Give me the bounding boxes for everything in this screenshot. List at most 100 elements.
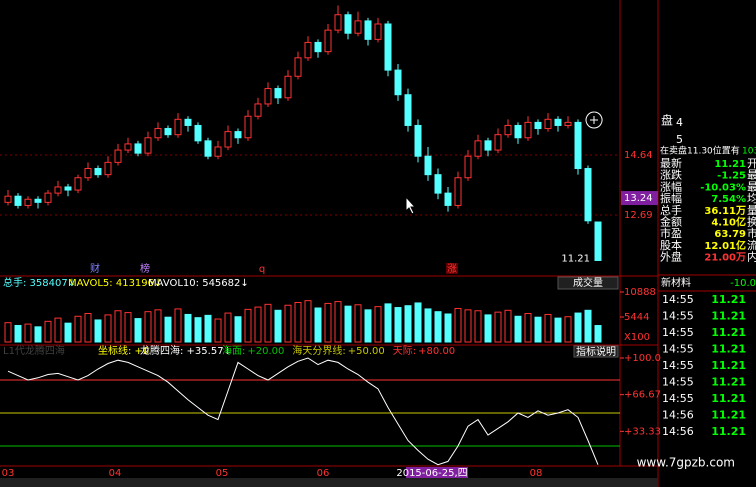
volume-bar — [524, 313, 532, 343]
stat-label: 涨幅 — [660, 180, 682, 193]
annotation[interactable]: q — [259, 264, 265, 275]
volume-bar — [554, 317, 562, 343]
volume-bar — [594, 325, 602, 343]
candle-body — [244, 115, 252, 139]
level-name: 天际: — [393, 345, 416, 357]
candle-body — [144, 137, 152, 154]
cursor-icon — [585, 111, 603, 129]
candle-body — [104, 161, 112, 176]
volume-bar — [184, 313, 192, 343]
notice: 在卖盘11.30位置有 — [660, 145, 740, 157]
candle-body — [534, 121, 542, 130]
volume-bar — [254, 306, 262, 343]
candle-body — [354, 20, 362, 34]
book-label: 盘 — [661, 113, 673, 128]
volume-bar — [34, 326, 42, 343]
volume-bar — [534, 316, 542, 343]
stat-value: 7.54% — [711, 194, 746, 205]
candle-body — [484, 140, 492, 151]
stat-tail: 市 — [747, 226, 756, 240]
trade-price: 11.21 — [711, 376, 746, 389]
candle-body — [314, 41, 322, 53]
trade-price: 11.21 — [711, 392, 746, 405]
volume-bar — [204, 314, 212, 343]
book-level: 5 — [676, 133, 683, 146]
candle-body — [384, 23, 392, 71]
button[interactable] — [557, 276, 619, 290]
unit-label: X100 — [624, 332, 650, 343]
candle-body — [374, 23, 382, 40]
sector: 新材料 — [661, 276, 691, 289]
y-tick-label: 14.64 — [624, 150, 653, 161]
button-label[interactable]: 成交量 — [573, 276, 603, 289]
stat-tail: 流 — [747, 238, 756, 252]
annotation[interactable]: 财 — [90, 262, 100, 275]
candle-body — [24, 198, 32, 206]
cursor-label: 13.24 — [624, 193, 653, 204]
volume-bar — [334, 301, 342, 343]
indicator-name: L1代龙腾四海 — [3, 344, 65, 357]
volume-bar — [434, 311, 442, 343]
candle-body — [274, 88, 282, 99]
volume-bar — [384, 303, 392, 343]
date-cursor — [406, 467, 468, 478]
notice-value: 103 — [742, 147, 756, 157]
button-label[interactable]: 指标说明 — [576, 345, 616, 358]
annotation[interactable]: 涨 — [447, 263, 457, 275]
volume-bar — [584, 309, 592, 343]
annotation-box — [446, 263, 458, 274]
indicator-header: 龙腾四海: +35.57↓ — [140, 344, 232, 357]
trade-time: 14:55 — [662, 326, 694, 339]
candle-body — [514, 124, 522, 139]
button[interactable] — [573, 345, 619, 358]
candle-body — [194, 124, 202, 142]
candle-body — [574, 121, 582, 170]
candle-body — [584, 168, 592, 222]
candle-body — [54, 186, 62, 194]
volume-bar — [294, 301, 302, 343]
stat-label: 金额 — [660, 215, 682, 229]
stat-tail: 均 — [747, 192, 756, 205]
candle-body — [444, 192, 452, 206]
candle-body — [84, 168, 92, 179]
volume-bar — [194, 317, 202, 343]
candle-body — [454, 177, 462, 206]
volume-header: MAVOL10: 545682↓ — [148, 278, 249, 289]
candle-body — [164, 128, 172, 136]
level-name: 海面: — [222, 344, 245, 357]
candle-body — [494, 134, 502, 151]
volume-header: 总手: 358407↓ — [3, 276, 76, 289]
annotation-box — [139, 263, 151, 274]
stat-tail: 内 — [747, 250, 756, 264]
trade-price: 11.21 — [711, 359, 746, 372]
volume-bar — [64, 322, 72, 343]
volume-bar — [44, 320, 52, 343]
volume-bar — [284, 304, 292, 343]
trade-price: 11.21 — [711, 326, 746, 339]
candle-body — [344, 14, 352, 34]
stat-value: 63.79 — [714, 229, 746, 240]
candle-body — [4, 195, 12, 203]
sector-change: -10.0 — [730, 278, 756, 289]
candle-body — [294, 57, 302, 77]
trade-time: 14:55 — [662, 392, 694, 405]
trade-time: 14:56 — [662, 409, 694, 422]
volume-bar — [304, 300, 312, 343]
candle-body — [504, 124, 512, 136]
x-tick-label: 05 — [216, 468, 229, 479]
trade-time: 14:55 — [662, 376, 694, 389]
stat-tail: 量 — [747, 204, 756, 217]
volume-bar — [264, 303, 272, 343]
candle-body — [154, 128, 162, 139]
indicator-line — [7, 357, 599, 466]
tab-strip — [0, 478, 658, 487]
annotation[interactable]: 榜 — [140, 262, 150, 275]
stat-value: -1.25 — [717, 171, 746, 182]
candle-body — [184, 118, 192, 126]
volume-bar — [234, 316, 242, 343]
volume-bar — [444, 313, 452, 343]
volume-bar — [454, 307, 462, 343]
trade-time: 14:55 — [662, 343, 694, 356]
volume-bar — [514, 315, 522, 343]
